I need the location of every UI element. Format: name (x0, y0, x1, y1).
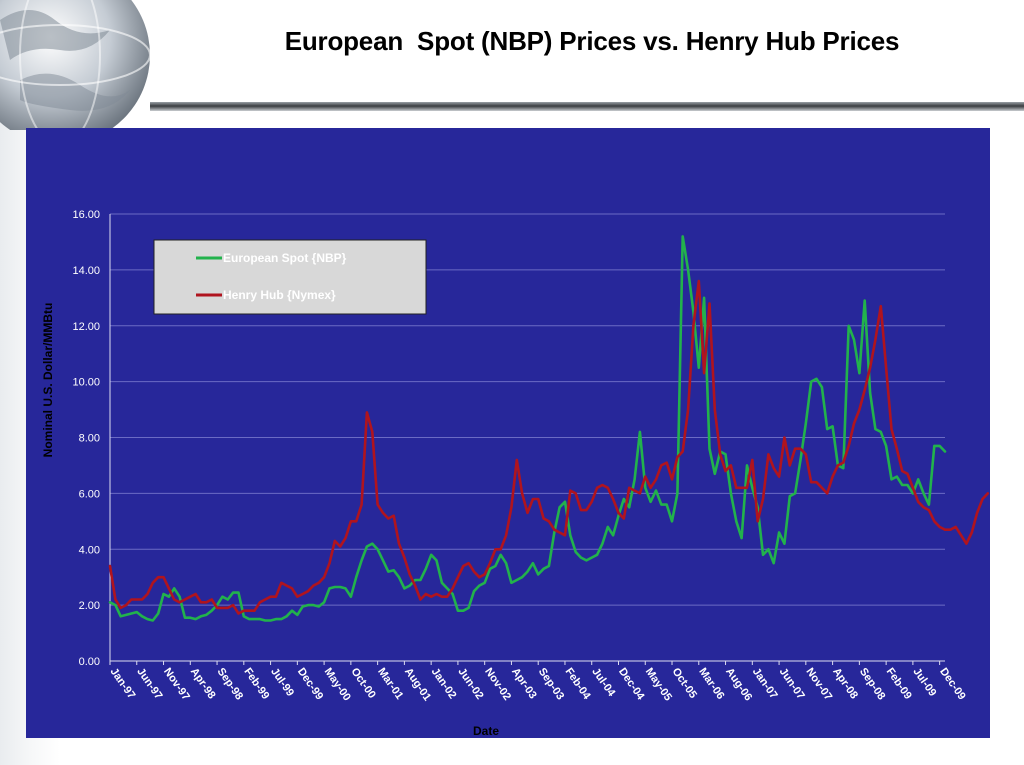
x-tick-label: Nov-07 (803, 666, 834, 703)
chart-panel (26, 128, 990, 738)
x-tick-label: Sep-98 (215, 666, 246, 702)
x-tick-labels: Jan-97Jun-97Nov-97Apr-98Sep-98Feb-99Jul-… (108, 661, 968, 703)
legend: European Spot {NBP} Henry Hub {Nymex} (153, 239, 427, 315)
header-divider (150, 102, 1024, 111)
series-line-nbp (108, 235, 947, 622)
x-tick-label: Dec-04 (616, 666, 647, 703)
globe-logo (0, 0, 151, 130)
x-tick-label: Sep-03 (536, 666, 567, 702)
x-tick-label: Nov-02 (482, 666, 513, 703)
grid-layer (110, 213, 945, 606)
x-tick-label: Aug-01 (402, 666, 433, 703)
x-tick-label: Dec-09 (937, 666, 968, 702)
x-tick-label: May-00 (322, 666, 353, 703)
x-tick-label: Jul-09 (910, 666, 938, 699)
x-tick-label: Jan-97 (108, 666, 138, 701)
y-tick-label: 14.00 (72, 265, 100, 277)
y-tick-label: 16.00 (72, 209, 100, 221)
x-tick-label: Apr-08 (830, 666, 860, 701)
series-line-henry-hub (108, 279, 990, 615)
series-layer (108, 235, 990, 622)
y-tick-label: 8.00 (79, 433, 100, 445)
x-tick-label: Dec-99 (295, 666, 326, 702)
x-tick-label: Aug-06 (723, 666, 754, 703)
y-tick-label: 2.00 (79, 600, 100, 612)
x-axis-title: Date (473, 724, 499, 738)
y-tick-label: 0.00 (79, 656, 100, 668)
y-tick-label: 4.00 (79, 544, 100, 556)
x-tick-label: Mar-06 (696, 666, 726, 702)
x-tick-label: Apr-98 (188, 666, 218, 701)
x-tick-label: Sep-08 (857, 666, 888, 702)
x-tick-label: Jul-99 (268, 666, 296, 699)
y-tick-labels: 0.00 2.00 4.00 6.00 8.00 10.00 12.00 14.00 16.00 (72, 209, 100, 668)
y-tick-label: 12.00 (72, 321, 100, 333)
y-tick-label: 6.00 (79, 488, 100, 500)
x-tick-label: Jun-07 (777, 666, 807, 702)
legend-box (153, 239, 427, 315)
y-axis-title: Nominal U.S. Dollar/MMBtu (41, 303, 55, 458)
x-tick-label: May-05 (643, 666, 674, 703)
x-tick-label: Jun-97 (134, 666, 164, 702)
slide-title: European Spot (NBP) Prices vs. Henry Hub… (284, 26, 900, 56)
x-tick-label: Feb-04 (563, 666, 594, 703)
legend-label-nbp: European Spot {NBP} (223, 251, 347, 265)
y-tick-label: 10.00 (72, 377, 100, 389)
x-tick-label: Feb-09 (884, 666, 914, 702)
x-tick-label: Feb-99 (241, 666, 271, 702)
x-tick-label: Jul-04 (589, 666, 618, 700)
legend-label-henry-hub: Henry Hub {Nymex} (223, 288, 336, 302)
x-tick-label: Nov-97 (161, 666, 192, 703)
x-tick-label: Mar-01 (375, 666, 405, 702)
x-tick-label: Apr-03 (509, 666, 539, 701)
x-tick-label: Jun-02 (455, 666, 485, 702)
